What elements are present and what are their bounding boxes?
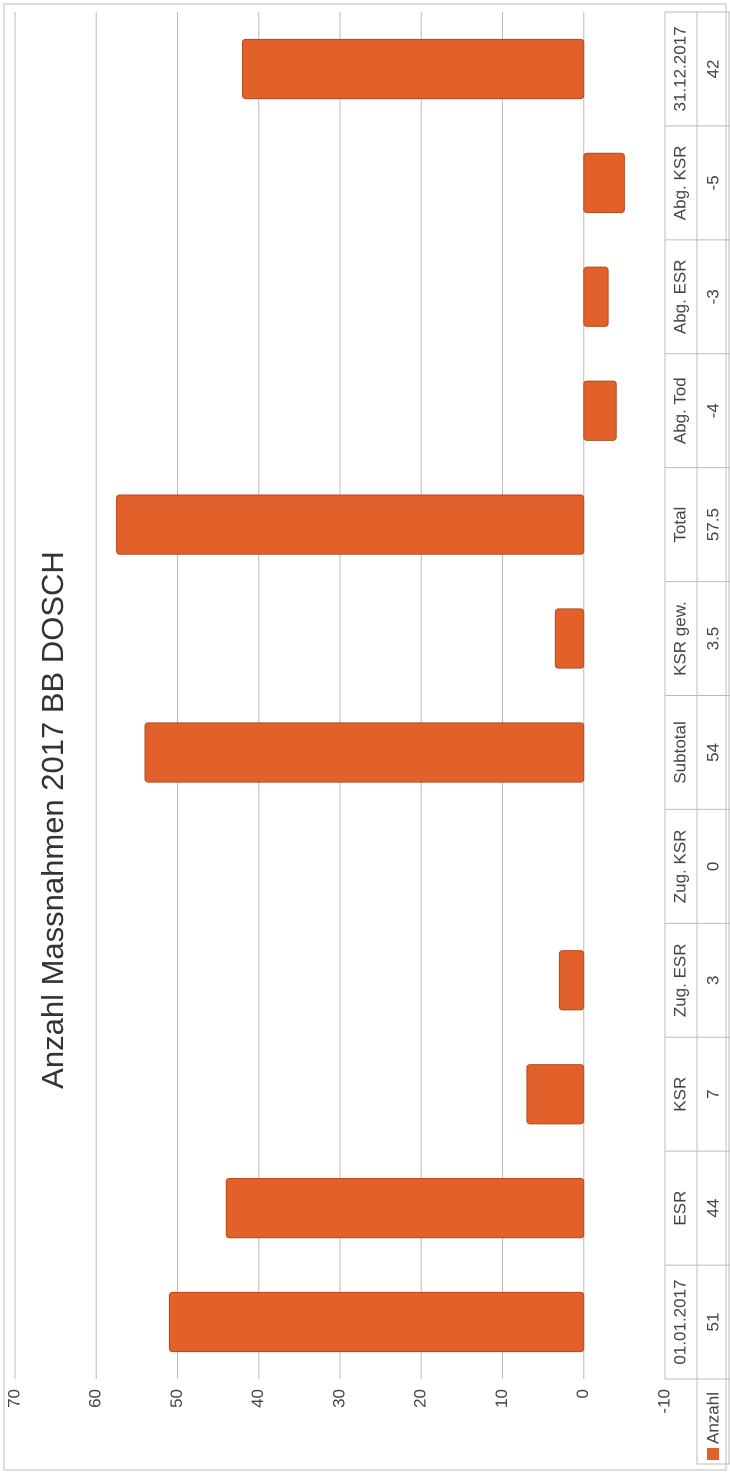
table-value: 51 — [703, 1313, 722, 1332]
bar — [168, 1291, 585, 1353]
table-value: -5 — [703, 175, 722, 190]
y-tick-label: 70 — [4, 1389, 23, 1408]
bar — [583, 152, 625, 213]
bar — [225, 1178, 585, 1239]
x-tick-label: 31.12.2017 — [670, 26, 689, 111]
table-value: -3 — [703, 289, 722, 304]
y-tick-label: 60 — [86, 1389, 105, 1408]
rotated-chart: Anzahl Massnahmen 2017 BB DOSCH -10 0 10 20… — [4, 11, 730, 1465]
x-tick-label: KSR gew. — [670, 601, 689, 676]
bar — [526, 1064, 585, 1125]
y-tick-label: 0 — [573, 1389, 592, 1398]
y-tick-label: 30 — [329, 1389, 348, 1408]
chart-border — [3, 3, 727, 1471]
legend-label: Anzahl — [703, 1392, 722, 1444]
bar — [583, 266, 609, 327]
x-tick-label: Abg. ESR — [670, 259, 689, 334]
x-tick-label: 01.01.2017 — [670, 1279, 689, 1364]
legend-swatch — [707, 1448, 719, 1460]
table-value: 42 — [703, 59, 722, 78]
x-tick-label: Subtotal — [670, 721, 689, 783]
x-tick-label: Total — [670, 507, 689, 543]
bar — [144, 722, 585, 783]
table-value: 0 — [703, 862, 722, 871]
table-value: 3.5 — [703, 627, 722, 651]
bar — [116, 494, 585, 555]
bar — [583, 380, 617, 441]
table-value: 57.5 — [703, 508, 722, 541]
y-tick-label: 40 — [248, 1389, 267, 1408]
x-tick-label: Abg. Tod — [670, 377, 689, 444]
table-value: 54 — [703, 743, 722, 762]
table-value: 7 — [703, 1089, 722, 1098]
x-tick-label: Zug. ESR — [670, 943, 689, 1017]
table-value: -4 — [703, 403, 722, 418]
bar — [242, 38, 585, 100]
chart-title: Anzahl Massnahmen 2017 BB DOSCH — [35, 551, 70, 1089]
x-tick-label: KSR — [670, 1077, 689, 1112]
x-tick-label: Zug. KSR — [670, 830, 689, 904]
x-tick-label: Abg. KSR — [670, 146, 689, 221]
bar — [554, 608, 585, 669]
table-value: 44 — [703, 1199, 722, 1218]
bar — [558, 950, 585, 1011]
y-tick-label: -10 — [654, 1389, 673, 1414]
y-tick-label: 10 — [492, 1389, 511, 1408]
y-tick-label: 50 — [167, 1389, 186, 1408]
table-value: 3 — [703, 976, 722, 985]
x-tick-label: ESR — [670, 1191, 689, 1226]
y-tick-label: 20 — [411, 1389, 430, 1408]
